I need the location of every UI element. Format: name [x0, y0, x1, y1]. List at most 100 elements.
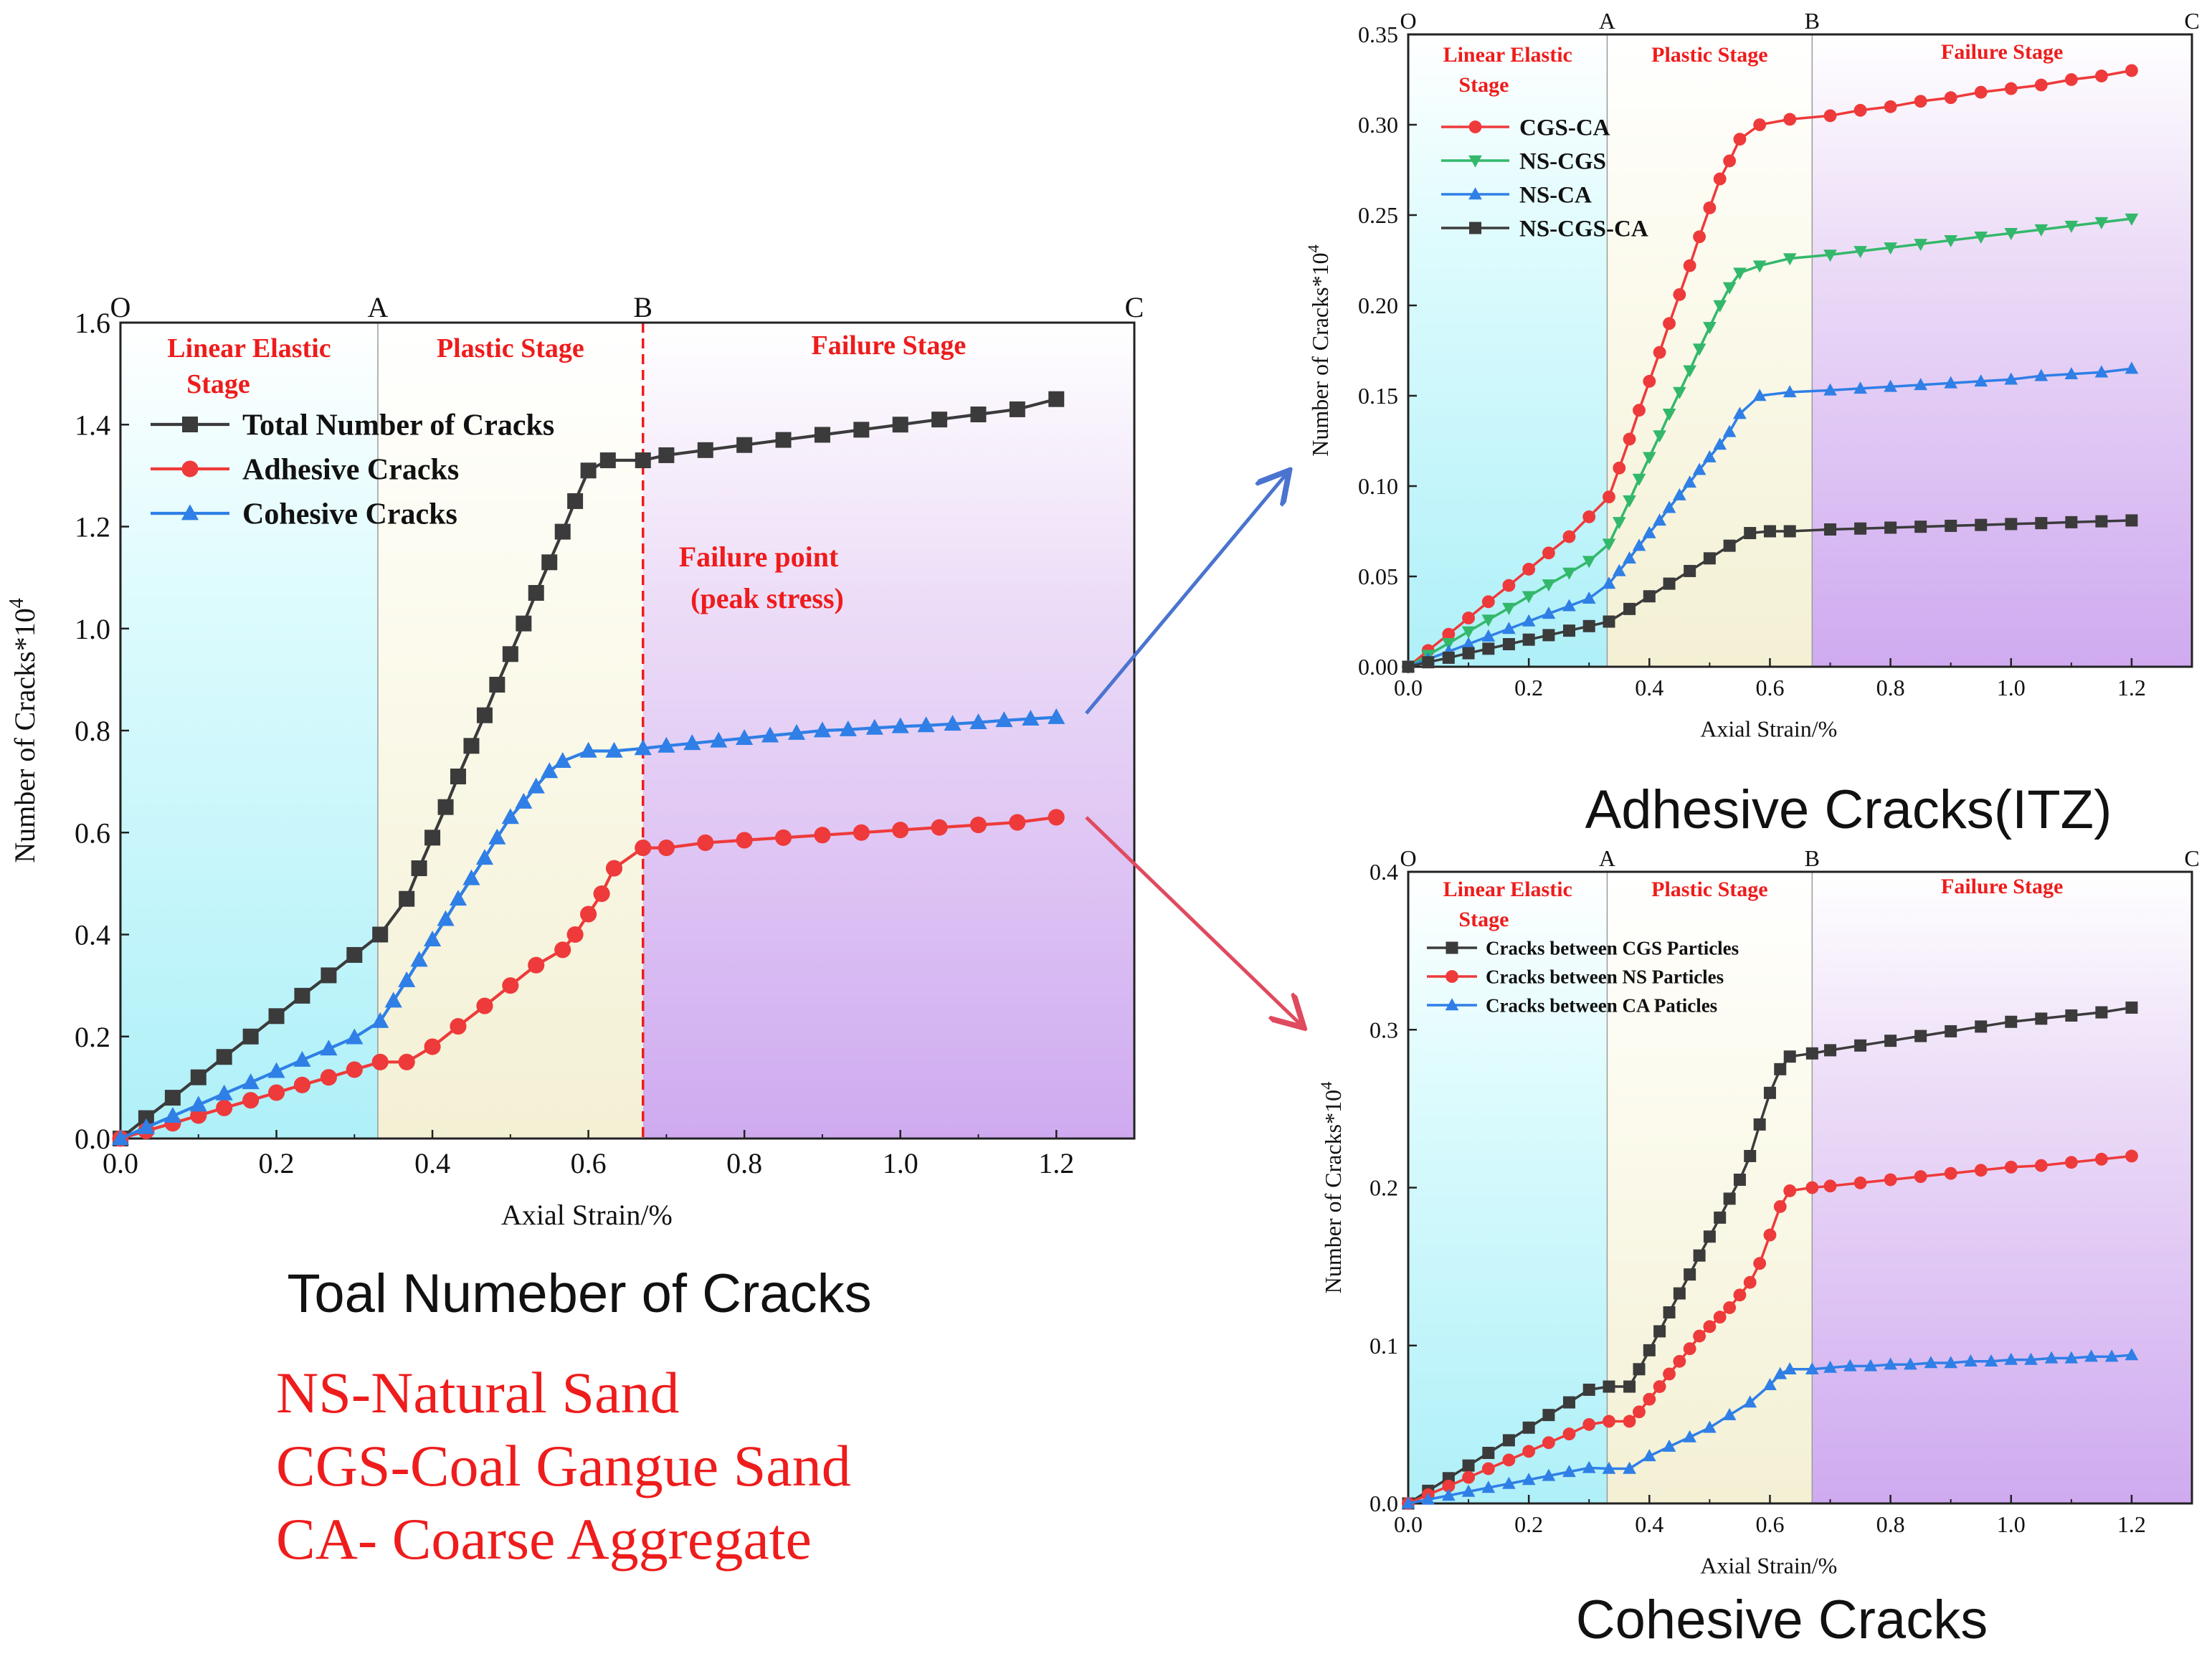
- stage-point-b: B: [1805, 8, 1820, 34]
- data-point: [1502, 1434, 1515, 1447]
- data-point: [268, 1008, 285, 1025]
- data-point: [579, 741, 597, 758]
- data-point: [242, 1028, 259, 1045]
- data-point: [1502, 622, 1516, 634]
- data-point: [1502, 579, 1516, 592]
- data-point: [1683, 259, 1696, 272]
- data-point: [502, 977, 519, 994]
- data-point: [1823, 1179, 1837, 1193]
- data-point: [1703, 1420, 1717, 1433]
- data-point: [944, 715, 962, 731]
- data-point: [1713, 300, 1727, 313]
- chart-adhesive-cracks: 0.0 0.2 0.4 0.6 0.8 1.0 1.2 0.00 0.05 0.10 0.15 0.2…: [1304, 8, 2199, 742]
- y-tick-label: 0.2: [1370, 1175, 1398, 1201]
- data-point: [2094, 217, 2109, 229]
- data-point: [1582, 510, 1596, 523]
- x-tick-label: 1.2: [1038, 1147, 1074, 1179]
- data-point: [1623, 432, 1636, 446]
- abbrev-ns: NS-Natural Sand: [276, 1360, 680, 1425]
- stage-bg-linear-elastic: [1408, 34, 1608, 667]
- data-point: [736, 832, 753, 849]
- data-point: [1884, 100, 1897, 113]
- stage-label-linear-elastic: Linear Elastic: [1443, 878, 1572, 901]
- data-point: [1672, 386, 1686, 399]
- data-point: [1653, 430, 1666, 443]
- y-tick-label: 0.0: [75, 1123, 110, 1155]
- legend-entry: NS-CGS-CA: [1519, 217, 1648, 242]
- data-point: [1964, 1354, 1978, 1367]
- data-point: [528, 956, 545, 974]
- y-axis-label: Number of Cracks*104: [6, 598, 41, 862]
- x-tick-label: 0.8: [1876, 675, 1905, 700]
- stage-point-b: B: [633, 291, 652, 323]
- data-point: [1853, 381, 1867, 394]
- data-point: [1944, 235, 1958, 248]
- data-point: [189, 1095, 207, 1112]
- data-point: [813, 721, 832, 738]
- data-point: [2034, 78, 2048, 92]
- data-point: [1774, 1063, 1787, 1075]
- data-point: [658, 736, 675, 753]
- legend: Cracks between CGS Particles Cracks betwe…: [1427, 937, 1739, 1016]
- data-point: [462, 869, 480, 885]
- data-point: [1602, 576, 1616, 589]
- stage-bg-plastic: [1607, 872, 1813, 1503]
- data-point: [1805, 1047, 1818, 1060]
- series-cracks-between-ca-paticles: [1401, 1348, 2139, 1509]
- x-tick-label: 1.0: [1997, 1511, 2026, 1537]
- data-point: [1562, 1427, 1576, 1441]
- data-point: [931, 819, 948, 836]
- data-point: [1693, 1329, 1707, 1343]
- data-point: [294, 987, 310, 1004]
- legend: Total Number of Cracks Adhesive Cracks Coh…: [151, 409, 554, 531]
- x-tick-label: 0.4: [414, 1147, 450, 1179]
- data-point: [463, 738, 480, 754]
- data-point: [1048, 809, 1065, 826]
- x-tick-label: 0.8: [1876, 1511, 1905, 1537]
- data-point: [969, 713, 987, 729]
- data-point: [1603, 615, 1615, 628]
- data-point: [1481, 629, 1496, 642]
- data-point: [1914, 239, 1928, 252]
- data-point: [1623, 495, 1636, 508]
- data-point: [476, 997, 493, 1014]
- data-point: [1763, 1086, 1776, 1099]
- data-point: [1703, 450, 1717, 462]
- data-point: [1783, 525, 1796, 538]
- data-point: [1713, 437, 1727, 450]
- data-point: [1613, 461, 1626, 475]
- series-cracks-between-cgs-particles: [1402, 1001, 2138, 1510]
- data-point: [1481, 614, 1496, 627]
- data-point: [580, 462, 597, 479]
- data-point: [1773, 1367, 1788, 1379]
- data-point: [2004, 227, 2018, 240]
- data-point: [1974, 232, 1988, 244]
- data-point: [1853, 246, 1867, 259]
- data-point: [1482, 1447, 1495, 1460]
- data-point: [2084, 1349, 2098, 1362]
- data-point: [1643, 374, 1656, 388]
- legend-marker: [1468, 187, 1482, 200]
- abbrev-ca: CA- Coarse Aggregate: [276, 1506, 812, 1572]
- data-point: [293, 1050, 311, 1067]
- data-point: [515, 792, 533, 809]
- data-point: [1502, 1453, 1516, 1467]
- data-point: [242, 1073, 260, 1090]
- data-point: [2044, 1351, 2059, 1364]
- data-point: [1805, 1181, 1819, 1194]
- stage-label-linear-elastic-2: Stage: [186, 369, 250, 399]
- data-point: [1632, 538, 1646, 551]
- failure-point-annotation: Failure point: [679, 541, 839, 573]
- data-point: [1783, 253, 1797, 266]
- data-point: [865, 718, 883, 735]
- stage-bg-plastic: [1607, 34, 1813, 667]
- data-point: [2094, 70, 2108, 82]
- data-point: [1623, 1415, 1636, 1428]
- data-point: [1703, 1230, 1716, 1243]
- y-tick-label: 0.15: [1358, 383, 1398, 409]
- data-point: [2125, 361, 2139, 374]
- data-point: [346, 1061, 363, 1078]
- data-point: [1974, 85, 1988, 99]
- stage-point-c: C: [2184, 845, 2199, 871]
- legend-marker: [181, 460, 199, 477]
